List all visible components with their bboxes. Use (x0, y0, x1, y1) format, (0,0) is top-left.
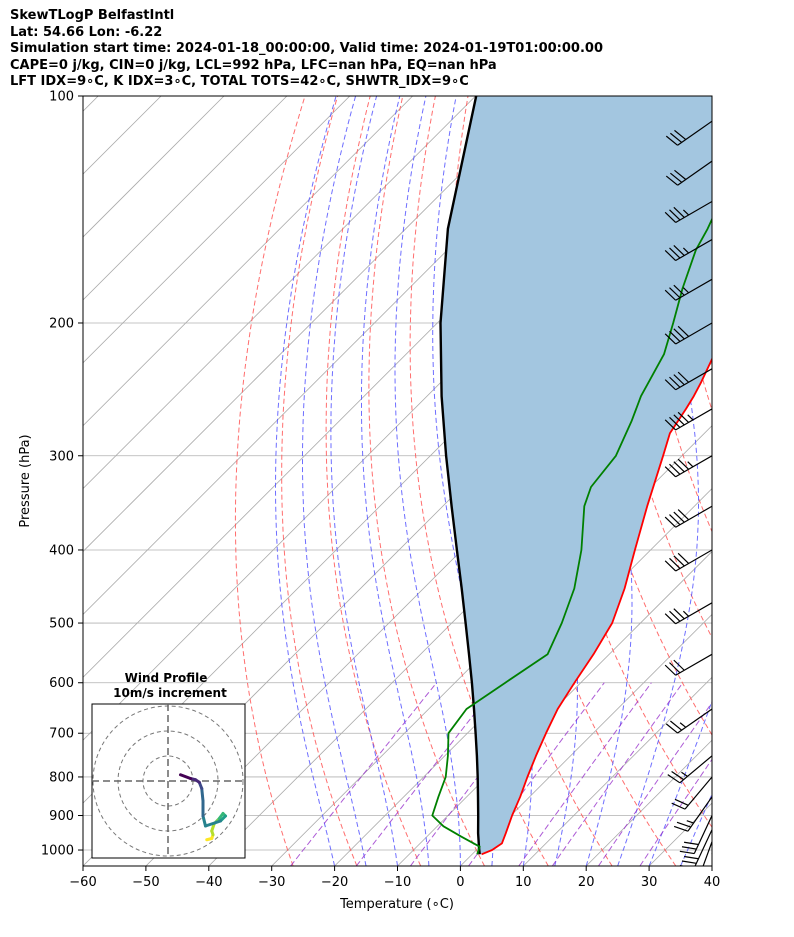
moist-adiabat (302, 96, 367, 866)
x-tick-label: 0 (456, 875, 464, 890)
wind-barb (673, 796, 712, 832)
wind-barb (664, 653, 712, 676)
dry-adiabat (368, 96, 485, 866)
dry-adiabat (409, 96, 549, 866)
mixing-ratio-line (290, 682, 437, 866)
wind-barb (671, 776, 712, 810)
y-tick-label: 400 (49, 543, 74, 558)
isotherm (711, 865, 712, 866)
axes-layer: −60 −50 −40 −30 −20 −10 0 10 20 30 40 1000 900 800 700… (41, 90, 720, 891)
mixing-ratio-line (551, 682, 684, 866)
isotherm (83, 96, 476, 490)
isotherm (334, 488, 712, 866)
parcel-trace (439, 96, 481, 855)
hodograph-title: Wind Profile (125, 671, 208, 685)
chart-title-block: SkewTLogP BelfastIntl Lat: 54.66 Lon: -6… (10, 8, 603, 91)
moist-adiabat (361, 96, 430, 866)
moist-adiabat (617, 96, 699, 866)
cape-cin-fill-layer (440, 96, 712, 855)
isotherm (83, 96, 413, 427)
moist-adiabat (711, 864, 712, 866)
wind-barb (664, 368, 712, 391)
mixing-ratio-line (518, 682, 652, 866)
moist-adiabat (394, 96, 461, 866)
chart-title: SkewTLogP BelfastIntl (10, 8, 175, 23)
mixing-ratio-line (355, 682, 499, 866)
isotherm (523, 676, 712, 866)
wind-barb (664, 505, 712, 528)
x-tick-label: −10 (384, 875, 411, 890)
stability-indices: LFT IDX=9∘C, K IDX=3∘C, TOTAL TOTS=42∘C,… (10, 74, 469, 89)
x-axis-label: Temperature (∘C) (339, 897, 454, 912)
dewpoint-trace (431, 217, 712, 855)
moist-adiabat (432, 96, 495, 866)
y-tick-label: 500 (49, 617, 74, 632)
y-tick-label: 600 (49, 676, 74, 691)
hodograph-segment (204, 819, 222, 828)
x-tick-label: 20 (578, 875, 595, 890)
x-tick-label: −60 (69, 875, 96, 890)
cin-shading (440, 96, 712, 855)
series-layer (431, 96, 712, 856)
wind-barb (664, 200, 712, 223)
wind-barb (665, 708, 712, 734)
dry-adiabat (234, 96, 306, 866)
isotherm (271, 425, 712, 866)
wind-barb (664, 602, 712, 625)
isotherm (83, 96, 225, 238)
wind-barb (667, 755, 712, 784)
y-tick-label: 700 (49, 727, 74, 742)
isotherm (83, 96, 351, 364)
hodograph-segment (201, 814, 207, 828)
dry-adiabat (761, 96, 794, 866)
y-tick-label: 100 (49, 90, 74, 105)
y-tick-label: 900 (49, 809, 74, 824)
y-tick-label: 800 (49, 770, 74, 785)
y-axis-label: Pressure (hPa) (18, 434, 33, 527)
x-tick-label: −20 (321, 875, 348, 890)
x-tick-label: −40 (195, 875, 222, 890)
mixing-ratio-line (597, 701, 712, 866)
wind-barb (664, 455, 712, 478)
moist-adiabat (648, 699, 712, 866)
convective-parameters: CAPE=0 j/kg, CIN=0 j/kg, LCL=992 hPa, LF… (10, 57, 497, 73)
hodograph-inset: Wind Profile 10m/s increment (91, 671, 246, 859)
dry-adiabat (281, 96, 358, 866)
simulation-times: Simulation start time: 2024-01-18_00:00:… (10, 41, 603, 56)
y-tick-label: 300 (49, 449, 74, 464)
mixing-ratio-line (639, 758, 712, 866)
dry-adiabat (729, 96, 794, 866)
isotherm (460, 613, 712, 866)
hodograph-segment (179, 773, 192, 780)
moist-adiabat (680, 793, 712, 866)
y-tick-label: 200 (49, 316, 74, 331)
x-tick-label: −50 (132, 875, 159, 890)
x-tick-label: −30 (258, 875, 285, 890)
temperature-trace (481, 356, 712, 856)
wind-barb (664, 549, 712, 572)
wind-barb (702, 841, 712, 866)
wind-barb (664, 238, 712, 262)
y-tick-label: 1000 (41, 844, 74, 859)
wind-barb (664, 322, 712, 345)
isotherm (775, 96, 794, 866)
moist-adiabat (275, 96, 337, 866)
x-tick-label: 40 (704, 875, 721, 890)
wind-barb (665, 160, 712, 186)
plot-area (83, 96, 794, 866)
x-tick-label: 30 (641, 875, 658, 890)
isotherm (83, 96, 288, 301)
wind-barb (665, 120, 712, 146)
wind-barbs (664, 120, 712, 866)
station-location: Lat: 54.66 Lon: -6.22 (10, 24, 163, 40)
wind-barb (664, 408, 712, 431)
moist-adiabat (330, 96, 398, 866)
x-tick-label: 10 (515, 875, 532, 890)
isotherm (83, 96, 539, 553)
hodograph-segment (200, 787, 205, 803)
hodograph-subtitle: 10m/s increment (113, 686, 227, 700)
wind-barb (664, 278, 712, 301)
wind-barb (679, 815, 712, 855)
